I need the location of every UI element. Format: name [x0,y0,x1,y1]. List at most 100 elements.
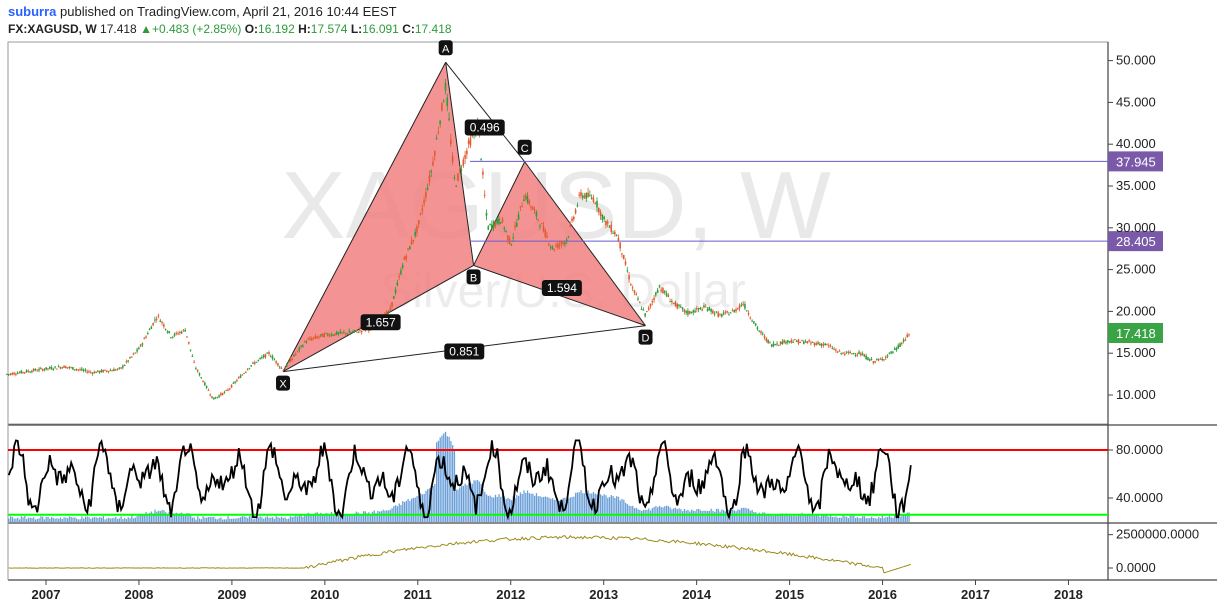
ratio-label: 1.594 [547,281,577,295]
candle-body [63,365,65,368]
candle-body [312,337,315,339]
candle-body [487,226,490,230]
candle-body [120,367,122,369]
candle-body [738,305,741,309]
candle-body [886,355,889,357]
candle-body [776,343,778,345]
candle-body [565,239,568,241]
candle-body [587,192,589,198]
candle-body [100,370,103,372]
y-tick-label: 40.000 [1116,136,1156,151]
candle-body [847,352,850,354]
candle-body [125,361,128,363]
candle-body [845,351,848,353]
symbol-label[interactable]: FX:XAGUSD, W [8,22,97,36]
candle-body [81,368,83,371]
candle-body [439,120,441,125]
horizontal-levels[interactable]: 37.945 28.405 [470,151,1163,252]
candle-body [460,169,463,171]
pattern-point-label: B [470,272,477,284]
candle-body [665,293,668,296]
candle-body [296,350,299,352]
y-tick-label: 50.000 [1116,53,1156,68]
candle-body [877,359,880,361]
candle-body [644,313,646,317]
candle-body [442,101,445,103]
candle-body [327,334,329,336]
candle-body [425,191,427,198]
candle-body [143,338,146,340]
candle-body [801,340,803,342]
candle-body [351,331,354,333]
candle-body [200,377,203,379]
candle-body [860,353,862,356]
candle-body [109,370,112,372]
candle-body [704,306,707,308]
candle-body [410,240,413,245]
candle-body [763,335,766,338]
candle-body [883,359,885,361]
author-link[interactable]: suburra [8,4,57,19]
candle-body [227,389,229,391]
candle-body [191,355,194,357]
candle-body [779,341,782,345]
candle-body [899,343,901,347]
candle-body [214,397,217,399]
candle-body [753,321,755,324]
bottom-indicator-pane [8,535,911,574]
candle-body [66,367,69,369]
candle-body [161,321,163,323]
candle-body [717,312,720,317]
candle-body [503,227,506,230]
candle-body [683,309,686,312]
candle-body [75,369,78,371]
candle-body [302,345,304,347]
candle-body [330,334,333,336]
candle-body [93,371,96,374]
candle-body [184,330,187,332]
candle-body [444,82,447,91]
candle-body [843,353,846,355]
candle-body [269,356,272,358]
candle-body [884,356,887,359]
candle-body [430,171,433,173]
candle-body [574,209,577,214]
candle-body [102,370,105,373]
candle-body [747,312,750,315]
candle-body [56,368,58,370]
last-price: 17.418 [100,22,137,36]
candle-body [212,397,215,400]
candle-body [879,358,882,360]
candle-body [394,289,397,293]
candle-body [703,305,705,308]
candle-body [455,185,457,187]
candle-body [168,331,170,333]
candle-body [851,353,853,355]
candle-body [339,331,342,334]
candle-body [540,223,543,225]
candle-body [239,375,242,378]
ratio-badge [464,119,505,136]
close-value: 17.418 [414,22,452,36]
candle-body [341,332,343,334]
candle-body [491,224,493,229]
pattern-line [445,61,526,163]
candle-body [569,224,572,227]
candle-body [835,349,837,351]
candle-body [163,324,165,327]
candle-body [111,370,113,372]
candle-body [218,395,220,398]
y-tick-label: 30.000 [1116,220,1156,235]
level-tag-label: 37.945 [1116,154,1156,169]
candle-body [88,371,90,373]
candle-body [606,221,609,224]
x-tick-label: 2012 [496,587,525,602]
candle-body [690,312,693,314]
candle-body [448,118,450,120]
candle-body [31,370,33,373]
candle-body [262,355,265,358]
last-price-tag [1108,322,1163,343]
candle-body [20,370,23,374]
candle-body [275,360,277,363]
